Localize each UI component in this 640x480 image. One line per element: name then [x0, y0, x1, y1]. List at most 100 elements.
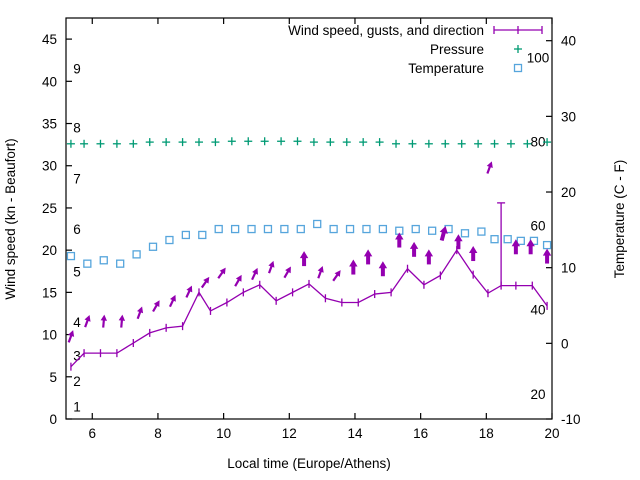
- wind-direction-arrow: [349, 259, 358, 275]
- y-tick-label: 40: [42, 74, 57, 89]
- temperature-point: [296, 224, 305, 234]
- y2-tick-label: -10: [561, 412, 581, 427]
- temperature-point: [66, 251, 76, 261]
- wind-direction-arrow: [542, 248, 552, 264]
- legend-label: Wind speed, gusts, and direction: [288, 23, 484, 38]
- series-temperature: [66, 219, 552, 268]
- beaufort-label: 8: [73, 121, 81, 136]
- pressure-point: [66, 139, 75, 148]
- x-tick-label: 14: [347, 426, 363, 441]
- fahrenheit-label: 80: [530, 135, 545, 150]
- wind-direction-arrow: [100, 314, 107, 328]
- x-axis-ticks: 6 8 10 12 14 16 18 20: [89, 18, 560, 441]
- y-axis-ticks: 0 5 10 15 20 25 30 35 40 45: [42, 32, 72, 427]
- fahrenheit-label: 60: [530, 219, 545, 234]
- y-tick-label: 25: [42, 201, 57, 216]
- temperature-point: [516, 236, 525, 246]
- temperature-point: [477, 227, 486, 236]
- temperature-point: [362, 224, 371, 234]
- y2-tick-label: 0: [561, 336, 569, 351]
- temperature-point: [99, 256, 108, 265]
- temperature-point: [263, 224, 273, 234]
- wind-direction-arrow: [486, 161, 493, 174]
- fahrenheit-label: 100: [527, 51, 550, 66]
- beaufort-label: 1: [73, 399, 81, 414]
- pressure-point: [523, 139, 532, 148]
- wind-direction-arrow: [526, 239, 535, 255]
- pressure-point: [309, 138, 318, 147]
- temperature-point: [181, 230, 191, 240]
- pressure-point: [490, 139, 499, 148]
- series-wind-speed: [70, 202, 548, 371]
- x-tick-label: 16: [413, 426, 428, 441]
- chart-legend: Wind speed, gusts, and direction Pressure…: [288, 23, 543, 76]
- pressure-point: [457, 139, 466, 148]
- wind-direction-arrow: [424, 249, 434, 265]
- beaufort-label: 9: [73, 62, 81, 77]
- y2-tick-label: 40: [561, 34, 576, 49]
- beaufort-label: 3: [73, 349, 81, 364]
- wind-direction-arrows: [67, 161, 552, 343]
- pressure-point: [80, 139, 89, 148]
- fahrenheit-label: 40: [530, 303, 545, 318]
- wind-direction-arrow: [317, 265, 324, 279]
- temperature-point: [345, 224, 355, 234]
- wind-direction-arrow: [439, 226, 448, 242]
- plot-border: [65, 17, 553, 420]
- pressure-point: [359, 138, 368, 147]
- pressure-point: [244, 137, 253, 146]
- y2-tick-label: 10: [561, 261, 576, 276]
- pressure-point: [277, 137, 286, 146]
- wind-direction-arrow: [468, 246, 478, 262]
- temperature-point: [460, 229, 470, 238]
- pressure-point: [506, 139, 515, 148]
- pressure-point: [194, 138, 203, 147]
- beaufort-label: 2: [73, 374, 81, 389]
- pressure-point: [474, 139, 483, 148]
- wind-direction-arrow: [454, 234, 463, 250]
- wind-direction-arrow: [395, 232, 404, 248]
- wind-direction-arrow: [251, 267, 258, 281]
- y2-axis-ticks: -10 0 10 20 30 40: [546, 34, 581, 427]
- y-axis-label: Wind speed (kn - Beaufort): [3, 138, 18, 299]
- y-tick-label: 35: [42, 117, 57, 132]
- temperature-point: [83, 259, 92, 268]
- x-tick-label: 8: [154, 426, 162, 441]
- legend-swatch: [513, 63, 523, 73]
- pressure-point: [342, 138, 351, 147]
- wind-direction-arrow: [84, 314, 91, 328]
- y-tick-label: 0: [49, 412, 57, 427]
- wind-direction-arrow: [267, 260, 275, 274]
- pressure-point: [392, 139, 401, 148]
- pressure-point: [326, 138, 335, 147]
- y2-tick-label: 20: [561, 185, 576, 200]
- y-tick-label: 30: [42, 159, 57, 174]
- pressure-point: [112, 139, 121, 148]
- temperature-point: [280, 224, 289, 234]
- wind-direction-arrow: [363, 249, 373, 265]
- temperature-point: [165, 235, 174, 245]
- fahrenheit-scale-labels: 20 40 60 80 100: [527, 51, 550, 402]
- beaufort-label: 7: [73, 171, 81, 186]
- pressure-point: [424, 139, 433, 148]
- temperature-point: [411, 224, 420, 234]
- temperature-point: [148, 242, 158, 251]
- temperature-point: [230, 224, 240, 234]
- y-tick-label: 20: [42, 243, 57, 258]
- x-axis-label: Local time (Europe/Athens): [227, 456, 391, 471]
- pressure-point: [543, 138, 552, 147]
- pressure-point: [162, 138, 171, 147]
- pressure-point: [227, 137, 236, 146]
- temperature-point: [198, 230, 207, 240]
- wind-direction-arrow: [118, 314, 126, 328]
- beaufort-label: 4: [73, 315, 81, 330]
- y-tick-label: 15: [42, 285, 57, 300]
- temperature-point: [116, 259, 125, 268]
- wind-direction-arrow: [378, 261, 388, 277]
- pressure-point: [260, 137, 269, 146]
- pressure-point: [441, 139, 450, 148]
- temperature-point: [132, 250, 141, 259]
- y2-tick-label: 30: [561, 109, 576, 124]
- wind-direction-arrow: [152, 300, 160, 313]
